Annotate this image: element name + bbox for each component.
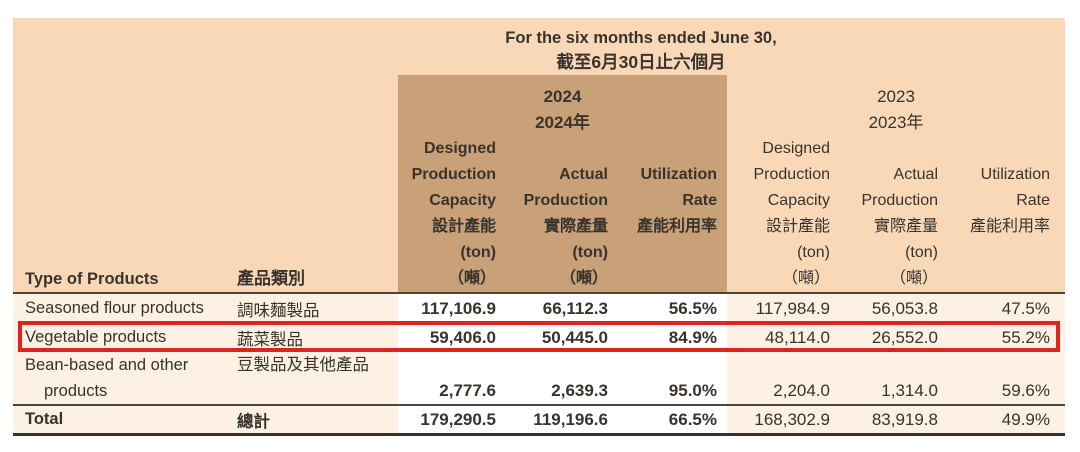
header-divider-line bbox=[13, 292, 1065, 294]
col-header-type-of-products-zh: 產品類別 bbox=[237, 269, 305, 288]
total-2023-designed-capacity: 168,302.9 bbox=[754, 409, 830, 429]
value-2024-actual-production: 66,112.3 bbox=[542, 298, 608, 318]
period-title: For the six months ended June 30, 截至6月30… bbox=[411, 26, 871, 74]
total-2023-actual-production: 83,919.8 bbox=[871, 409, 938, 429]
product-name-zh: 調味麵製品 bbox=[237, 301, 320, 320]
value-2023-actual-production: 56,053.8 bbox=[871, 298, 938, 318]
total-2024-utilization-rate: 66.5% bbox=[668, 409, 717, 429]
table-row-bean-based-and-other-products: Bean-based and other products 豆製品及其他產品 2… bbox=[13, 352, 1065, 404]
col-header-2023-utilization-rate: Utilization Rate 產能利用率 bbox=[969, 166, 1050, 235]
product-name-en: Bean-based and other products bbox=[25, 356, 189, 400]
value-2023-actual-production: 26,552.0 bbox=[871, 327, 938, 347]
col-header-type-of-products: Type of Products bbox=[25, 270, 159, 288]
year-2024-highlight-block bbox=[398, 75, 727, 292]
table-header-band: For the six months ended June 30, 截至6月30… bbox=[13, 18, 1065, 292]
product-name-zh: 蔬菜製品 bbox=[237, 330, 303, 349]
value-2024-utilization-rate: 84.9% bbox=[668, 327, 717, 347]
period-title-zh: 截至6月30日止六個月 bbox=[556, 52, 726, 72]
value-2024-designed-capacity: 2,777.6 bbox=[439, 381, 496, 400]
value-2024-utilization-rate: 95.0% bbox=[668, 381, 717, 400]
value-2023-utilization-rate: 47.5% bbox=[1001, 298, 1050, 318]
total-label-en: Total bbox=[25, 410, 64, 428]
total-2023-utilization-rate: 49.9% bbox=[1001, 409, 1050, 429]
product-name-en: Seasoned flour products bbox=[25, 299, 204, 317]
header-group-2023: 2023 2023年 Designed Production Capacity … bbox=[727, 84, 1065, 292]
year-label-2023-zh: 2023年 bbox=[868, 113, 924, 132]
value-2023-utilization-rate: 59.6% bbox=[1001, 381, 1050, 400]
value-2024-actual-production: 2,639.3 bbox=[551, 381, 608, 400]
value-2023-designed-capacity: 2,204.0 bbox=[773, 381, 830, 400]
product-name-zh: 豆製品及其他產品 bbox=[237, 356, 369, 374]
table-row-total: Total 總計 179,290.5 119,196.6 66.5% 168,3… bbox=[13, 406, 1065, 433]
year-label-2024: 2024 bbox=[543, 87, 582, 106]
value-2023-designed-capacity: 48,114.0 bbox=[765, 327, 830, 347]
value-2024-actual-production: 50,445.0 bbox=[541, 327, 608, 347]
total-divider-line bbox=[13, 404, 1065, 406]
year-label-2024-zh: 2024年 bbox=[535, 113, 590, 132]
value-2023-actual-production: 1,314.0 bbox=[881, 381, 938, 400]
total-label-zh: 總計 bbox=[237, 412, 270, 431]
value-2024-designed-capacity: 59,406.0 bbox=[429, 327, 496, 347]
table-row-vegetable-products: Vegetable products 蔬菜製品 59,406.0 50,445.… bbox=[13, 323, 1065, 352]
col-header-2024-utilization-rate: Utilization Rate 產能利用率 bbox=[636, 166, 717, 235]
total-2024-actual-production: 119,196.6 bbox=[533, 409, 608, 429]
value-2023-designed-capacity: 117,984.9 bbox=[755, 298, 830, 318]
value-2023-utilization-rate: 55.2% bbox=[1001, 327, 1050, 347]
product-name-en: Vegetable products bbox=[25, 328, 167, 346]
col-header-2024-designed-capacity: Designed Production Capacity 設計產能 (ton) … bbox=[411, 140, 496, 287]
table-row-seasoned-flour-products: Seasoned flour products 調味麵製品 117,106.9 … bbox=[13, 294, 1065, 323]
year-2024-data-column-background bbox=[398, 294, 727, 433]
table-bottom-line bbox=[13, 433, 1065, 436]
col-header-2023-actual-production: Actual Production 實際產量 (ton) （噸） bbox=[861, 166, 939, 287]
production-capacity-table: For the six months ended June 30, 截至6月30… bbox=[13, 18, 1065, 436]
year-label-2023: 2023 bbox=[877, 87, 915, 106]
col-header-2023-designed-capacity: Designed Production Capacity 設計產能 (ton) … bbox=[753, 140, 831, 287]
col-header-2024-actual-production: Actual Production 實際產量 (ton) （噸） bbox=[523, 166, 608, 287]
value-2024-designed-capacity: 117,106.9 bbox=[421, 298, 496, 318]
value-2024-utilization-rate: 56.5% bbox=[668, 298, 717, 318]
header-group-2024: 2024 2024年 Designed Production Capacity … bbox=[398, 84, 727, 292]
period-title-en: For the six months ended June 30, bbox=[505, 29, 777, 47]
total-2024-designed-capacity: 179,290.5 bbox=[420, 409, 496, 429]
